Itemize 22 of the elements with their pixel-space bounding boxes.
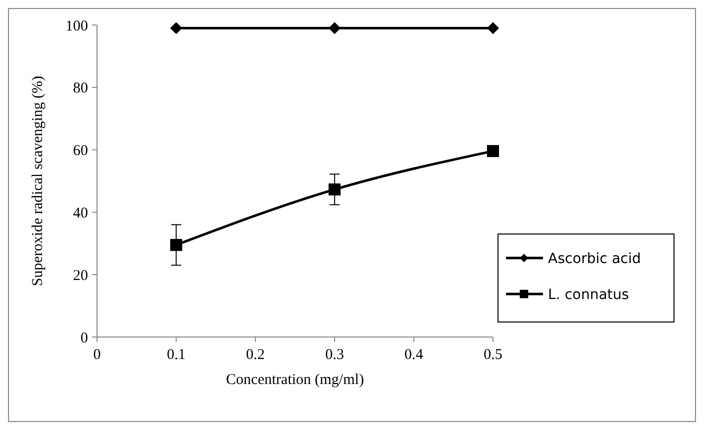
y-tick-label: 80 xyxy=(73,80,88,97)
point xyxy=(170,22,182,34)
point xyxy=(170,238,182,251)
point xyxy=(487,22,499,34)
y-tick-label: 100 xyxy=(66,18,88,34)
x-tick-label: 0.4 xyxy=(404,347,424,363)
y-tick-label: 40 xyxy=(73,205,88,222)
x-tick-label: 0.3 xyxy=(325,347,344,363)
x-tick-label: 0.5 xyxy=(484,347,502,363)
y-tick-label: 0 xyxy=(80,330,88,346)
point xyxy=(487,145,499,158)
y-tick-label: 60 xyxy=(73,143,88,160)
x-tick-label: 0 xyxy=(93,347,101,363)
x-tick-label: 0.1 xyxy=(166,347,186,363)
x-axis-title: Concentration (mg/ml) xyxy=(226,372,364,388)
x-tick-label: 0.2 xyxy=(246,347,265,363)
y-axis-title: Superoxide radical scavenging (%) xyxy=(30,76,46,286)
point xyxy=(328,22,341,34)
point xyxy=(328,183,341,196)
y-tick-label: 20 xyxy=(73,268,88,284)
legend-label: Ascorbic acid xyxy=(548,250,641,267)
legend-label: L. connatus xyxy=(548,286,629,303)
